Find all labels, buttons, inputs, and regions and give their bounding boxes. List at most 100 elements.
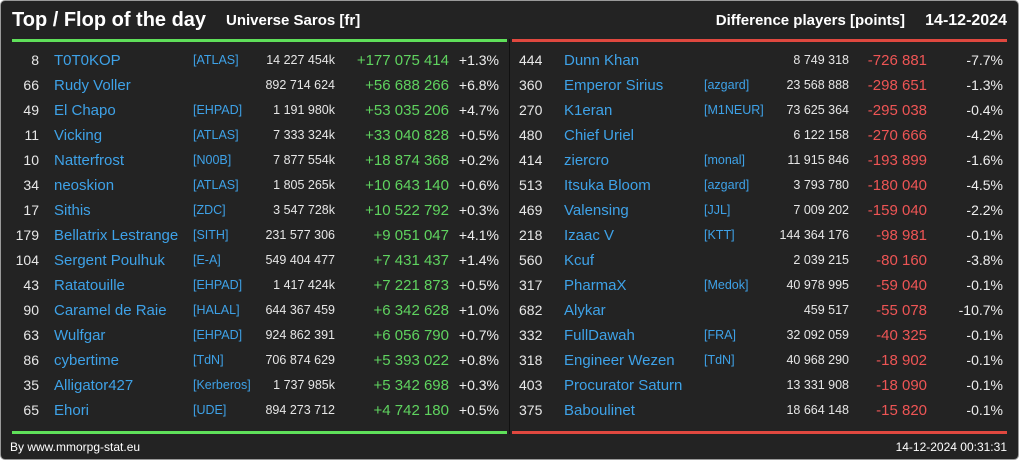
player-name: cybertime [54,352,120,369]
flop-row: 270 K1eran [M1NEUR] 73 625 364 -295 038 -0.4% [1,98,1018,123]
player-rank: 318 [519,352,543,368]
percent-change: -2.2% [966,202,1003,218]
percent-change: -10.7% [958,302,1003,318]
site-credit: By www.mmorpg-stat.eu [10,440,141,454]
player-points: 644 367 459 [265,303,335,317]
points-difference: -270 666 [867,127,927,144]
player-rank: 480 [519,127,543,143]
player-points: 18 664 148 [786,403,849,417]
player-points: 3 793 780 [793,178,849,192]
points-difference: +6 056 790 [373,327,450,344]
points-difference: +56 688 266 [365,77,449,94]
percent-change: +0.8% [458,352,499,368]
alliance-tag: [UDE] [193,403,227,417]
points-difference: -295 038 [867,102,927,119]
player-rank: 218 [519,227,543,243]
percent-change: +0.3% [458,202,499,218]
player-points: 892 714 624 [265,78,335,92]
player-rank: 86 [23,352,39,368]
flop-row: 682 Alykar 459 517 -55 078 -10.7% [1,298,1018,323]
player-rank: 35 [23,377,39,393]
top-row: 63 Wulfgar [EHPAD] 924 862 391 +6 056 790 +0.… [1,323,1018,348]
alliance-tag: [azgard] [704,78,750,92]
player-name: Natterfrost [54,152,125,169]
player-name: Bellatrix Lestrange [54,227,179,244]
flop-row: 480 Chief Uriel 6 122 158 -270 666 -4.2% [1,123,1018,148]
top-row: 43 Ratatouille [EHPAD] 1 417 424k +7 221 873… [1,273,1018,298]
player-name: Kcuf [564,252,595,269]
alliance-tag: [TdN] [704,353,735,367]
player-points: 144 364 176 [779,228,849,242]
player-points: 32 092 059 [786,328,849,342]
flop-section-divider-upper [512,39,1007,42]
player-name: ziercro [564,152,610,169]
date-label: 14-12-2024 [925,12,1007,29]
player-rank: 513 [519,177,543,193]
top-row: 11 Vicking [ATLAS] 7 333 324k +33 040 828 +0.… [1,123,1018,148]
player-points: 706 874 629 [265,353,335,367]
metric-label: Difference players [points] [715,12,905,29]
alliance-tag: [azgard] [704,178,750,192]
player-points: 1 805 265k [273,178,335,192]
points-difference: -298 651 [867,77,927,94]
points-difference: -726 881 [867,52,927,69]
alliance-tag: [Medok] [704,278,749,292]
player-points: 231 577 306 [265,228,335,242]
alliance-tag: [M1NEUR] [704,103,764,117]
player-rank: 49 [23,102,39,118]
percent-change: -4.2% [966,127,1003,143]
player-points: 23 568 888 [786,78,849,92]
top-row: 90 Caramel de Raie [HALAL] 644 367 459 +6 34… [1,298,1018,323]
points-difference: -193 899 [867,152,927,169]
flop-row: 218 Izaac V [KTT] 144 364 176 -98 981 -0.1% [1,223,1018,248]
player-rank: 65 [23,402,39,418]
column-divider [509,39,510,434]
top-section-divider-lower [12,431,507,434]
percent-change: -0.1% [966,402,1003,418]
points-difference: -59 040 [876,277,927,294]
player-name: Sergent Poulhuk [54,252,165,269]
alliance-tag: [monal] [704,153,745,167]
percent-change: +1.4% [458,252,499,268]
player-name: Baboulinet [564,402,635,419]
player-points: 549 404 477 [265,253,335,267]
points-difference: -40 325 [876,327,927,344]
player-points: 73 625 364 [786,103,849,117]
player-name: FullDawah [564,327,635,344]
player-points: 459 517 [803,303,849,317]
player-rank: 444 [519,52,543,68]
player-name: Chief Uriel [564,127,635,144]
player-points: 7 877 554k [273,153,335,167]
alliance-tag: [N00B] [193,153,232,167]
generated-timestamp: 14-12-2024 00:31:31 [895,440,1007,454]
player-points: 1 737 985k [273,378,335,392]
player-name: T0T0KOP [54,52,121,69]
percent-change: -1.6% [966,152,1003,168]
player-rank: 66 [23,77,39,93]
percent-change: +0.7% [458,327,499,343]
points-difference: -98 981 [876,227,927,244]
top-row: 65 Ehori [UDE] 894 273 712 +4 742 180 +0.5% [1,398,1018,423]
player-name: Rudy Voller [54,77,131,94]
player-name: Itsuka Bloom [564,177,651,194]
points-difference: +53 035 206 [365,102,449,119]
points-difference: -55 078 [876,302,927,319]
player-points: 6 122 158 [793,128,849,142]
points-difference: -18 902 [876,352,927,369]
player-name: PharmaX [564,277,627,294]
top-row: 10 Natterfrost [N00B] 7 877 554k +18 874 368… [1,148,1018,173]
alliance-tag: [Kerberos] [193,378,251,392]
player-points: 7 009 202 [793,203,849,217]
flop-row: 444 Dunn Khan 8 749 318 -726 881 -7.7% [1,48,1018,73]
player-points: 1 191 980k [273,103,335,117]
player-points: 2 039 215 [793,253,849,267]
percent-change: -1.3% [966,77,1003,93]
percent-change: +1.3% [458,52,499,68]
top-section-divider-upper [12,39,507,42]
percent-change: -4.5% [966,177,1003,193]
player-rank: 332 [519,327,543,343]
player-name: Vicking [54,127,103,144]
alliance-tag: [EHPAD] [193,103,243,117]
top-row: 34 neoskion [ATLAS] 1 805 265k +10 643 140 +0… [1,173,1018,198]
